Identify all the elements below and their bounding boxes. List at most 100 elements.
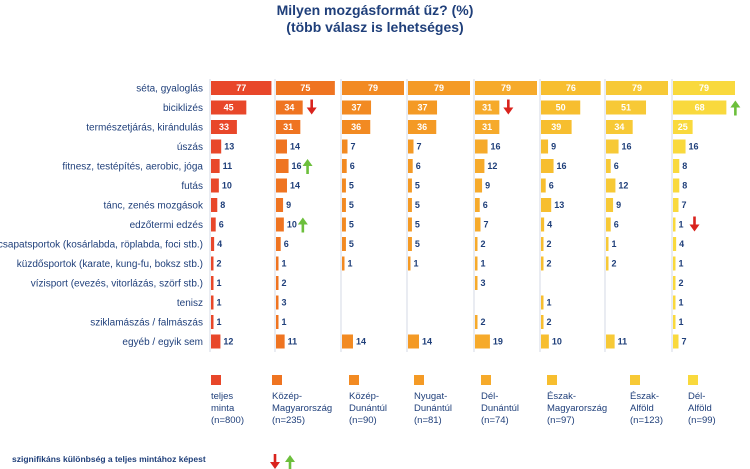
data-label: 9 [485,181,490,191]
bar [475,237,478,251]
category-label: edzőtermi edzés [130,220,203,231]
data-label: 36 [417,122,427,132]
legend-swatch [547,375,557,385]
bar [541,217,545,232]
bar [408,256,411,271]
category-label: tánc, zenés mozgások [104,201,204,212]
bar [673,159,680,173]
legend-label: (n=74) [481,415,509,426]
category-label: úszás [177,142,203,153]
bar [475,100,500,115]
bar [475,139,488,154]
bar [211,120,237,134]
data-label: 5 [415,200,420,210]
bar [606,81,668,95]
data-label: 6 [549,181,554,191]
data-label: 7 [350,142,355,152]
data-label: 9 [286,200,291,210]
data-label: 8 [220,200,225,210]
category-label: tenisz [177,298,203,309]
significance-arrow-down [689,216,700,232]
legend-arrow-up [285,455,295,469]
data-label: 11 [223,161,233,171]
bar [673,276,676,290]
data-label: 4 [679,239,684,249]
bar [408,198,412,212]
bar [673,256,676,271]
data-label: 10 [222,181,232,191]
data-label: 37 [418,103,428,113]
bar [276,315,279,329]
legend-label: (n=235) [272,415,305,426]
bar [606,198,614,212]
data-label: 75 [300,83,310,93]
bar [276,100,303,115]
bar [541,237,544,251]
data-label: 2 [547,317,552,327]
data-label: 6 [284,239,289,249]
legend-label: Dunántúl [349,403,387,414]
data-label: 11 [288,337,298,347]
data-label: 1 [481,259,486,269]
bar [475,120,500,134]
data-label: 45 [224,103,234,113]
bar [342,334,353,349]
bar [408,120,437,134]
bar [606,139,619,154]
bar [475,334,490,349]
data-label: 79 [632,83,642,93]
legend-label: Alföld [630,403,654,414]
bar [276,81,335,95]
data-label: 1 [217,317,222,327]
bar [276,178,287,193]
significance-arrow-down [306,99,317,115]
data-label: 11 [618,337,628,347]
legend-swatch [414,375,424,385]
category-label: fitnesz, testépítés, aerobic, jóga [62,162,203,173]
data-label: 36 [351,122,361,132]
bar [211,276,214,290]
bar [673,217,676,232]
data-label: 77 [236,83,246,93]
data-label: 2 [481,239,486,249]
data-label: 1 [348,259,353,269]
category-label: biciklizés [163,103,203,114]
bar [606,334,615,349]
bar [541,334,549,349]
bar [276,256,279,271]
bar [541,315,544,329]
legend-label: Észak- [547,391,576,402]
data-label: 25 [678,122,688,132]
significance-arrow-up [730,100,741,116]
data-label: 50 [556,103,566,113]
bar [541,198,552,212]
bar [673,178,680,193]
bar [673,237,677,251]
data-label: 14 [290,181,300,191]
data-label: 16 [491,142,501,152]
bar [673,81,735,95]
data-label: 7 [416,142,421,152]
data-label: 6 [219,220,224,230]
bar [541,159,554,173]
legend-label: (n=81) [414,415,442,426]
data-label: 19 [493,337,503,347]
data-label: 5 [349,239,354,249]
legend-swatch [211,375,221,385]
significance-arrow-up [297,217,308,233]
bar [276,334,285,349]
data-label: 2 [547,259,552,269]
bar [475,81,537,95]
bar [276,237,281,251]
data-label: 7 [681,337,686,347]
data-label: 5 [415,239,420,249]
data-label: 9 [616,200,621,210]
category-label: küzdősportok (karate, kung-fu, boksz stb… [17,259,203,270]
bar [606,237,609,251]
bar [541,81,601,95]
legend-label: (n=90) [349,415,377,426]
bar [211,139,222,154]
chart-title: Milyen mozgásformát űz? (%) [276,2,474,18]
bar [342,198,346,212]
data-label: 31 [482,122,492,132]
